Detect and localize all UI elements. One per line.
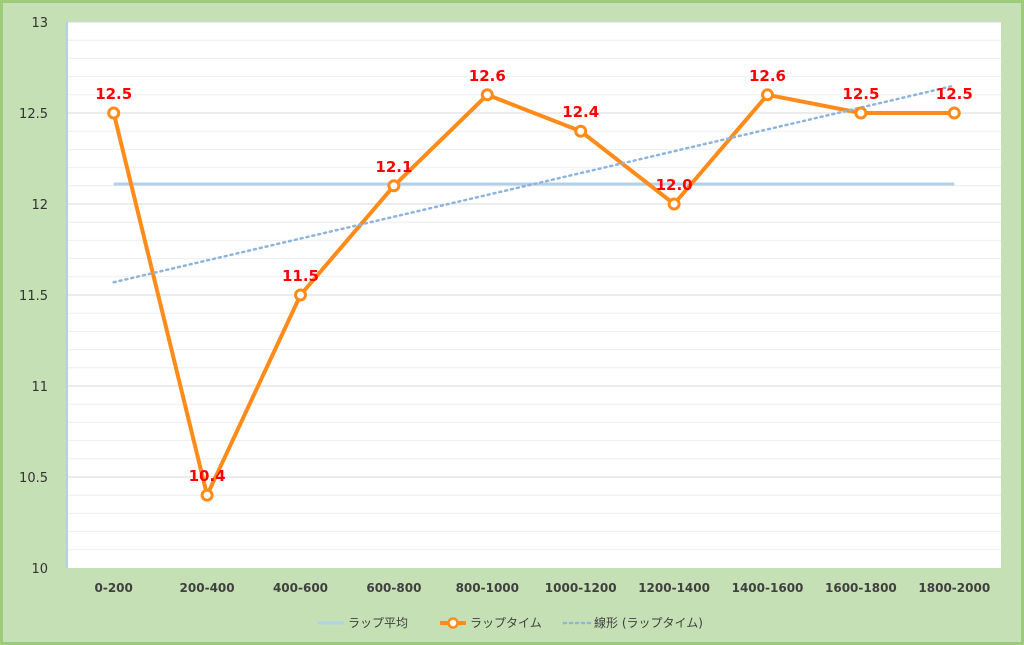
- legend-item: 線形 (ラップタイム): [562, 615, 703, 630]
- lap-time-marker: [200, 488, 214, 502]
- legend-label: 線形 (ラップタイム): [594, 615, 703, 630]
- x-tick-label: 1200-1400: [638, 581, 710, 595]
- lap-time-marker: [854, 106, 868, 120]
- x-tick-label: 200-400: [180, 581, 235, 595]
- lap-time-marker: [294, 288, 307, 302]
- data-label: 12.6: [469, 67, 506, 85]
- legend-item: ラップタイム: [440, 616, 542, 630]
- legend-marker-lap-time: [447, 617, 459, 629]
- lap-time-marker: [480, 88, 494, 102]
- x-tick-label: 1400-1600: [732, 581, 804, 595]
- x-tick-label: 1600-1800: [825, 581, 897, 595]
- data-label: 12.5: [842, 85, 879, 103]
- legend-label: ラップ平均: [348, 616, 408, 630]
- legend-item: ラップ平均: [318, 616, 408, 630]
- data-label: 12.0: [656, 176, 693, 194]
- x-tick-label: 800-1000: [456, 581, 519, 595]
- lap-time-marker: [107, 106, 121, 120]
- lap-time-marker: [667, 197, 681, 211]
- y-tick-label: 11: [31, 380, 48, 395]
- trend-line: [112, 84, 956, 284]
- y-tick-label: 12.5: [19, 107, 48, 122]
- data-label: 12.5: [95, 85, 132, 103]
- y-tick-labels: 10 10.5 11 11.5 12 12.5 13: [19, 16, 48, 577]
- y-tick-label: 11.5: [19, 289, 48, 304]
- x-tick-labels: 0-200 200-400 400-600 600-800 800-1000 1000-1…: [95, 581, 991, 595]
- data-label: 12.5: [936, 85, 973, 103]
- x-tick-label: 400-600: [273, 581, 328, 595]
- x-tick-label: 0-200: [95, 581, 133, 595]
- y-tick-label: 12: [31, 198, 48, 213]
- y-tick-label: 10: [31, 562, 48, 577]
- lap-time-marker: [947, 106, 961, 120]
- x-tick-label: 1800-2000: [918, 581, 990, 595]
- data-label: 12.4: [562, 103, 599, 121]
- series-layer: [107, 84, 961, 502]
- lap-time-line: [111, 92, 955, 498]
- legend-label: ラップタイム: [470, 616, 542, 630]
- lap-time-marker: [574, 124, 588, 138]
- data-labels: 12.5 10.4 11.5 12.1 12.6 12.4 12.0 12.6 12.5 12.5: [95, 67, 973, 485]
- data-label: 12.1: [375, 158, 412, 176]
- lap-time-marker: [387, 179, 401, 193]
- y-tick-label: 13: [31, 16, 48, 31]
- legend: ラップ平均 ラップタイム 線形 (ラップタイム): [318, 615, 703, 630]
- lap-time-marker: [761, 88, 774, 102]
- data-label: 11.5: [282, 267, 319, 285]
- x-tick-label: 1000-1200: [545, 581, 617, 595]
- data-label: 12.6: [749, 67, 786, 85]
- x-tick-label: 600-800: [366, 581, 421, 595]
- data-label: 10.4: [189, 467, 226, 485]
- y-tick-label: 10.5: [19, 471, 48, 486]
